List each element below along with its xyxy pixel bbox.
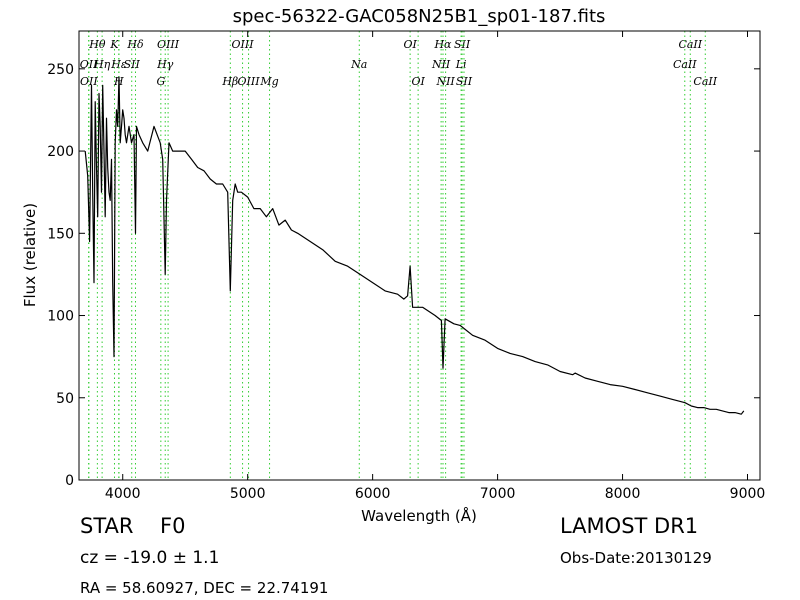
line-marker-label: SII: [124, 58, 141, 71]
line-marker-label: OIII: [157, 38, 180, 51]
chart-title: spec-56322-GAC058N25B1_sp01-187.fits: [233, 6, 606, 27]
y-axis-label: Flux (relative): [21, 203, 39, 307]
line-marker-label: Hη: [93, 58, 111, 71]
x-tick-label: 9000: [730, 486, 766, 502]
x-tick-label: 7000: [480, 486, 516, 502]
y-tick-label: 100: [47, 309, 74, 325]
redshift-readout: cz = -19.0 ± 1.1: [80, 548, 220, 568]
line-marker-label: Hδ: [126, 38, 144, 51]
line-marker-label: NII: [431, 58, 451, 71]
line-marker-label: OII: [80, 58, 98, 71]
line-marker-label: Li: [455, 58, 467, 71]
y-tick-label: 150: [47, 226, 74, 242]
axis-ticks: 4000 5000 6000 7000 8000 9000 0 50 100 150 200 250: [47, 31, 765, 502]
y-tick-label: 50: [56, 391, 74, 407]
object-class: STAR: [80, 514, 134, 538]
y-tick-label: 0: [65, 473, 74, 489]
spectrum-line: [84, 76, 745, 415]
line-marker-label: SII: [454, 38, 471, 51]
line-marker-label: Hθ: [88, 38, 106, 51]
line-marker-label: Na: [350, 58, 367, 71]
x-tick-label: 8000: [605, 486, 641, 502]
x-tick-label: 6000: [355, 486, 391, 502]
line-marker-label: NII: [435, 75, 455, 88]
plot-frame: [78, 30, 761, 481]
line-marker-label: SII: [456, 75, 473, 88]
line-marker-label: CaII: [693, 75, 717, 88]
observation-date: Obs-Date:20130129: [560, 549, 712, 567]
line-marker-label: CaII: [673, 58, 697, 71]
line-marker-label: OIII: [232, 38, 255, 51]
survey-name: LAMOST DR1: [560, 514, 699, 538]
line-marker-label: Mg: [259, 75, 278, 88]
line-marker-label: Hα: [433, 38, 452, 51]
object-subclass: F0: [160, 514, 186, 538]
line-marker-label: OII: [80, 75, 98, 88]
x-axis-label: Wavelength (Å): [361, 506, 477, 525]
coordinates-readout: RA = 58.60927, DEC = 22.74191: [80, 579, 329, 597]
x-tick-label: 5000: [230, 486, 266, 502]
line-marker-label: OIII: [238, 75, 261, 88]
x-tick-label: 4000: [105, 486, 141, 502]
line-marker-label: OI: [411, 75, 425, 88]
line-marker-label: CaII: [678, 38, 702, 51]
line-marker-label: Hβ: [221, 75, 238, 88]
line-marker-label: Hε: [110, 58, 127, 71]
y-tick-label: 200: [47, 144, 74, 160]
line-marker-label: G: [156, 75, 165, 88]
line-marker-label: OI: [403, 38, 417, 51]
spectrum-series: [84, 76, 745, 415]
y-tick-label: 250: [47, 62, 74, 78]
line-marker-label: K: [109, 38, 119, 51]
line-marker-label: Hγ: [156, 58, 174, 71]
